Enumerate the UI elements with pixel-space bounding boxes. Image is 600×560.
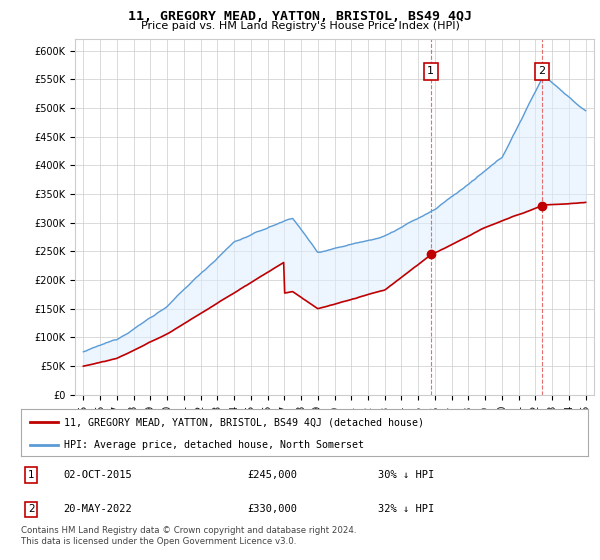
Text: 20-MAY-2022: 20-MAY-2022 xyxy=(64,505,132,515)
Text: 02-OCT-2015: 02-OCT-2015 xyxy=(64,470,132,480)
Text: 2: 2 xyxy=(28,505,35,515)
Text: HPI: Average price, detached house, North Somerset: HPI: Average price, detached house, Nort… xyxy=(64,440,364,450)
Text: 11, GREGORY MEAD, YATTON, BRISTOL, BS49 4QJ (detached house): 11, GREGORY MEAD, YATTON, BRISTOL, BS49 … xyxy=(64,417,424,427)
Text: £245,000: £245,000 xyxy=(248,470,298,480)
Text: 32% ↓ HPI: 32% ↓ HPI xyxy=(378,505,434,515)
Text: 11, GREGORY MEAD, YATTON, BRISTOL, BS49 4QJ: 11, GREGORY MEAD, YATTON, BRISTOL, BS49 … xyxy=(128,10,472,23)
Text: 1: 1 xyxy=(28,470,35,480)
Text: £330,000: £330,000 xyxy=(248,505,298,515)
Text: Contains HM Land Registry data © Crown copyright and database right 2024.
This d: Contains HM Land Registry data © Crown c… xyxy=(21,526,356,546)
Text: Price paid vs. HM Land Registry's House Price Index (HPI): Price paid vs. HM Land Registry's House … xyxy=(140,21,460,31)
Text: 1: 1 xyxy=(427,66,434,76)
Text: 30% ↓ HPI: 30% ↓ HPI xyxy=(378,470,434,480)
Text: 2: 2 xyxy=(538,66,545,76)
